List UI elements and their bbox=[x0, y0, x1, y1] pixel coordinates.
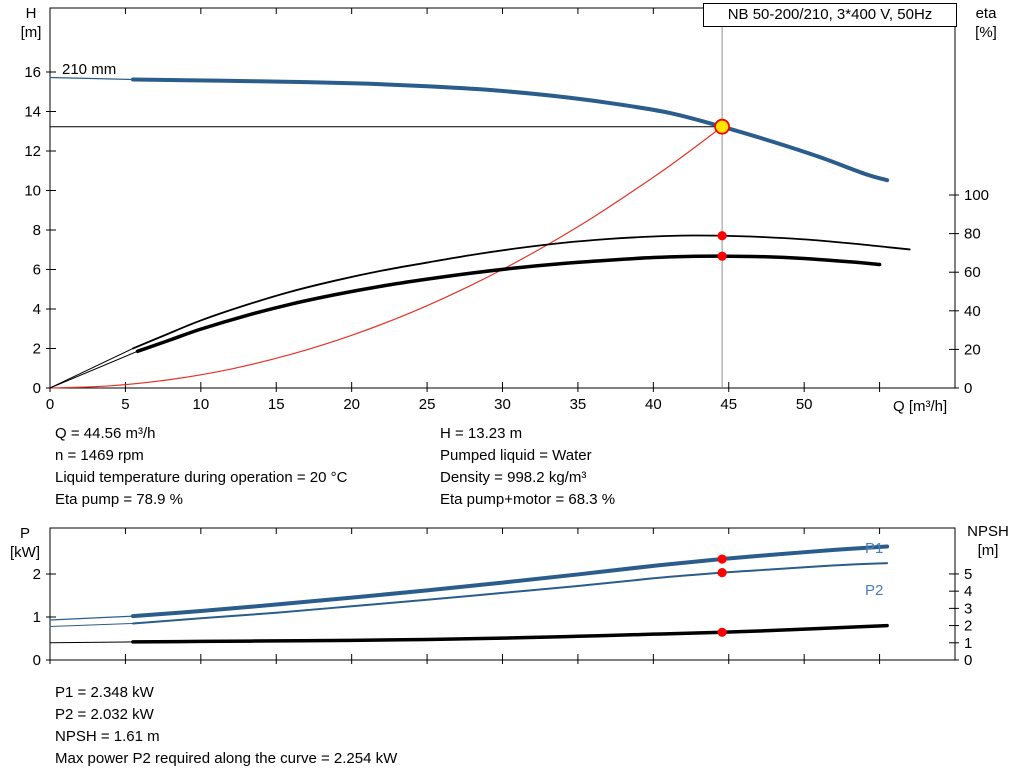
operating-data-left: Q = 44.56 m³/h n = 1469 rpm Liquid tempe… bbox=[55, 423, 347, 511]
y-left-tick-label: 12 bbox=[24, 143, 41, 160]
npsh-axis-title: NPSH [m] bbox=[958, 522, 1018, 560]
y-left-tick-label: 16 bbox=[24, 64, 41, 81]
y-left-tick-label: 10 bbox=[24, 182, 41, 199]
p1-value-line: P1 = 2.348 kW bbox=[55, 684, 154, 701]
y-right-tick-label: 60 bbox=[964, 264, 981, 281]
operating-point-dot bbox=[717, 554, 727, 564]
h-axis-symbol: H bbox=[25, 5, 37, 22]
eta-axis-unit: [%] bbox=[975, 24, 997, 41]
npsh-axis-unit: [m] bbox=[977, 542, 999, 559]
x-tick-label: 50 bbox=[796, 396, 813, 413]
eta-pump-motor-line: Eta pump+motor = 68.3 % bbox=[440, 491, 616, 508]
npsh-value-line: NPSH = 1.61 m bbox=[55, 728, 160, 745]
pumped-liquid-line: Pumped liquid = Water bbox=[440, 447, 592, 464]
x-tick-label: 40 bbox=[645, 396, 662, 413]
y-left-tick-label: 14 bbox=[24, 103, 41, 120]
p-axis-title: P [kW] bbox=[2, 524, 48, 562]
x-tick-label: 5 bbox=[121, 396, 129, 413]
y-right-tick-label: 80 bbox=[964, 226, 981, 243]
eta-pump-motor-lead-curve bbox=[49, 350, 138, 389]
x-tick-label: 45 bbox=[720, 396, 737, 413]
system-curve-curve bbox=[49, 126, 723, 389]
head-210mm-curve bbox=[130, 77, 890, 183]
speed-value-line: n = 1469 rpm bbox=[55, 447, 144, 464]
liquid-temp-line: Liquid temperature during operation = 20… bbox=[55, 469, 348, 486]
impeller-diameter-label: 210 mm bbox=[62, 61, 117, 78]
pump-title-box: NB 50-200/210, 3*400 V, 50Hz bbox=[703, 3, 957, 27]
y-left-tick-label: 2 bbox=[33, 340, 41, 357]
p2-curve-label: P2 bbox=[865, 582, 884, 599]
y-left-tick-label: 4 bbox=[33, 301, 41, 318]
q-axis-title: Q [m³/h] bbox=[893, 398, 948, 415]
eta-axis-title: eta [%] bbox=[962, 4, 1010, 42]
y-right-tick-label: 5 bbox=[964, 566, 972, 583]
qh-eta-chart-frame bbox=[49, 7, 956, 389]
p1-curve-label: P1 bbox=[865, 540, 884, 557]
p-axis-symbol: P bbox=[19, 525, 30, 542]
operating-data-right: H = 13.23 m Pumped liquid = Water Densit… bbox=[440, 423, 615, 511]
y-right-tick-label: 4 bbox=[964, 583, 972, 600]
x-tick-label: 30 bbox=[494, 396, 511, 413]
p1-lead-curve bbox=[49, 615, 134, 621]
y-left-tick-label: 1 bbox=[33, 609, 41, 626]
density-line: Density = 998.2 kg/m³ bbox=[440, 469, 587, 486]
eta-pump-curve bbox=[132, 234, 911, 350]
y-right-tick-label: 2 bbox=[964, 618, 972, 635]
y-left-tick-label: 6 bbox=[33, 261, 41, 278]
eta-pump-motor-curve bbox=[135, 254, 882, 354]
y-left-tick-label: 0 bbox=[33, 380, 41, 397]
y-right-tick-label: 20 bbox=[964, 341, 981, 358]
head-value-line: H = 13.23 m bbox=[440, 425, 523, 442]
head-210mm-lead-curve bbox=[49, 76, 134, 81]
x-tick-label: 15 bbox=[268, 396, 285, 413]
power-results-block: P1 = 2.348 kW P2 = 2.032 kW NPSH = 1.61 … bbox=[55, 682, 397, 770]
npsh-lead-curve bbox=[49, 641, 134, 644]
p-axis-unit: [kW] bbox=[10, 544, 40, 561]
operating-point-dot bbox=[717, 231, 727, 241]
y-right-tick-label: 40 bbox=[964, 303, 981, 320]
y-right-tick-label: 0 bbox=[964, 380, 972, 397]
eta-axis-symbol: eta bbox=[975, 5, 997, 22]
y-left-tick-label: 8 bbox=[33, 222, 41, 239]
p2-lead-curve bbox=[49, 622, 134, 627]
duty-point-marker bbox=[714, 118, 731, 135]
eta-pump-line: Eta pump = 78.9 % bbox=[55, 491, 183, 508]
p2-value-line: P2 = 2.032 kW bbox=[55, 706, 154, 723]
operating-point-dot bbox=[717, 627, 727, 637]
eta-pump-lead-curve bbox=[49, 347, 134, 389]
x-tick-label: 10 bbox=[192, 396, 209, 413]
p2-curve bbox=[131, 562, 889, 625]
operating-point-dot bbox=[717, 251, 727, 261]
flow-value-line: Q = 44.56 m³/h bbox=[55, 425, 156, 442]
p1-curve bbox=[130, 544, 890, 619]
h-axis-unit: [m] bbox=[20, 24, 42, 41]
x-tick-label: 0 bbox=[46, 396, 54, 413]
h-axis-title: H [m] bbox=[10, 4, 52, 42]
y-right-tick-label: 1 bbox=[964, 635, 972, 652]
npsh-curve bbox=[131, 623, 889, 644]
operating-point-dot bbox=[717, 568, 727, 578]
y-right-tick-label: 100 bbox=[964, 187, 989, 204]
x-tick-label: 35 bbox=[570, 396, 587, 413]
max-p2-line: Max power P2 required along the curve = … bbox=[55, 750, 398, 767]
y-left-tick-label: 0 bbox=[33, 652, 41, 669]
y-right-tick-label: 3 bbox=[964, 600, 972, 617]
y-left-tick-label: 2 bbox=[33, 566, 41, 583]
x-tick-label: 20 bbox=[343, 396, 360, 413]
npsh-axis-symbol: NPSH bbox=[967, 523, 1009, 540]
y-right-tick-label: 0 bbox=[964, 652, 972, 669]
x-tick-label: 25 bbox=[419, 396, 436, 413]
